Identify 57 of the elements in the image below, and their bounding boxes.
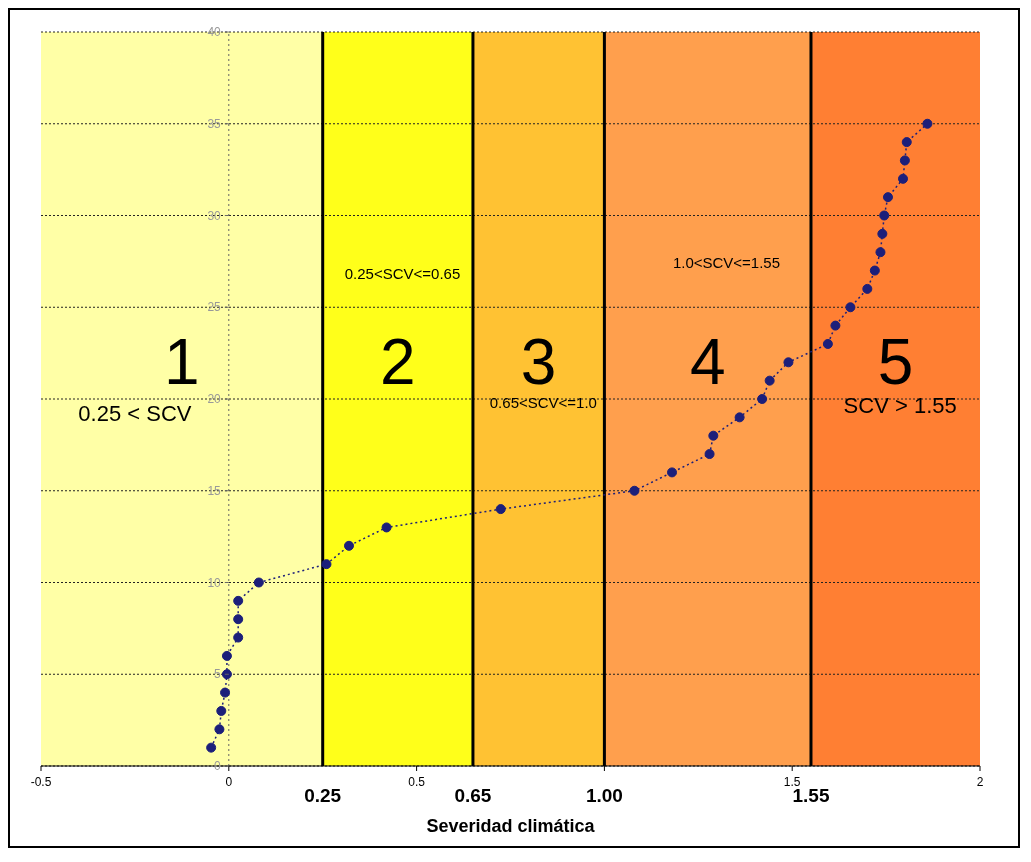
x-tick-label: -0.5 [30,775,52,789]
ref-line-label: 1.00 [585,785,623,806]
y-tick-label: 35 [207,116,222,131]
point [862,283,873,294]
point [764,375,775,386]
y-tick-label: 5 [214,667,222,682]
x-tick-label: 2 [976,775,984,789]
point [875,247,886,258]
point [882,192,893,203]
y-tick-label: 0 [214,759,222,773]
annotation: 1.0<SCV<=1.55 [672,253,781,272]
x-tick-label: 0.5 [408,775,426,789]
point [901,137,912,148]
point [381,522,392,533]
point [206,742,217,753]
annotation: 0.25 < SCV [78,400,192,426]
point [233,614,244,625]
y-tick-label: 30 [207,208,222,223]
y-tick-label: 25 [207,300,222,315]
point [343,540,354,551]
point [321,559,332,570]
point [922,118,933,129]
point [734,412,745,423]
point [221,650,232,661]
point [869,265,880,276]
ref-line-label: 0.25 [304,785,342,806]
point [214,724,225,735]
point [830,320,841,331]
point [757,394,768,404]
band-label: 2 [380,326,416,399]
point [877,228,888,239]
point [898,173,908,184]
point [667,467,678,478]
point [233,632,244,643]
point [495,504,506,515]
x-axis-title: Severidad climática [426,816,596,836]
point [221,669,232,680]
point [783,357,794,368]
point [629,485,640,496]
point [704,449,715,460]
band-label: 4 [689,326,726,399]
point [845,302,856,313]
point [216,705,227,716]
x-tick-label: 0 [225,775,233,789]
point [822,338,833,349]
y-tick-label: 20 [207,392,222,406]
ref-line-label: 0.65 [454,785,492,806]
y-tick-label: 10 [207,575,222,590]
annotation: 0.25<SCV<=0.65 [344,264,461,283]
point [253,577,264,588]
point [708,430,719,441]
y-tick-label: 15 [207,483,222,498]
point [220,687,231,698]
band-label: 1 [164,326,200,399]
point [879,210,890,221]
point [233,595,244,606]
point [899,155,910,166]
